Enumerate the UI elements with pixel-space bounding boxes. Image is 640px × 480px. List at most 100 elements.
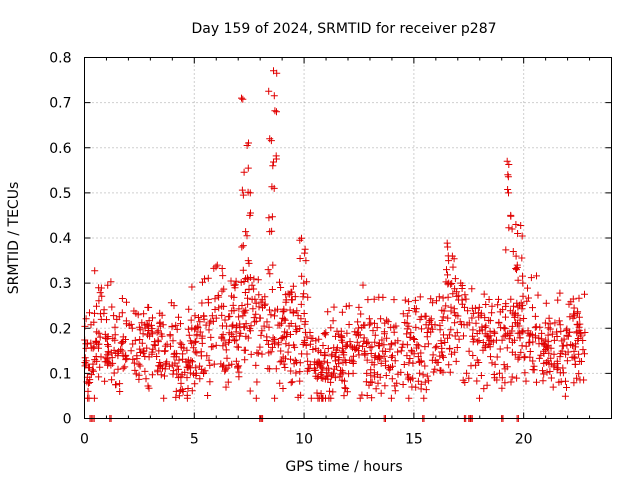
data-point: [439, 353, 447, 361]
data-point: [540, 350, 548, 357]
data-point: [288, 378, 296, 386]
data-point: [303, 367, 311, 375]
data-point: [506, 307, 514, 315]
data-point: [319, 342, 327, 349]
data-point: [193, 349, 201, 357]
data-point: [423, 372, 431, 380]
data-point: [136, 336, 144, 343]
data-point: [145, 353, 153, 361]
data-point: [534, 291, 542, 299]
data-point: [575, 370, 583, 378]
y-axis-label: SRMTID / TECUs: [6, 182, 22, 295]
data-point: [519, 272, 526, 280]
data-point: [411, 296, 419, 304]
data-point: [313, 389, 321, 397]
data-point: [277, 284, 285, 291]
data-point: [515, 353, 523, 361]
data-point: [482, 301, 490, 308]
data-point: [256, 343, 264, 351]
data-point: [343, 329, 351, 337]
data-point: [424, 324, 432, 332]
data-point: [172, 321, 180, 329]
axis-tick-labels: 0 0.1 0.2 0.3 0.4 0.5 0.6 0.7 0.8 0 5 10 15 20: [49, 51, 532, 448]
data-point: [154, 327, 162, 335]
data-point: [89, 360, 97, 368]
data-point: [502, 313, 509, 321]
data-point: [292, 369, 300, 377]
data-point: [337, 327, 345, 335]
data-point: [252, 361, 260, 369]
data-point: [274, 341, 282, 349]
data-point: [483, 381, 491, 389]
data-point: [363, 369, 371, 377]
data-point: [429, 299, 437, 307]
data-point: [98, 292, 106, 300]
data-point: [244, 300, 252, 308]
data-point: [509, 248, 517, 255]
data-point: [524, 327, 532, 335]
data-point: [491, 360, 499, 368]
data-point: [461, 291, 469, 299]
data-point: [269, 343, 276, 351]
data-point: [529, 357, 537, 365]
data-point: [512, 265, 520, 272]
data-point: [178, 340, 186, 348]
data-point: [438, 306, 446, 314]
data-point: [382, 372, 390, 379]
data-point: [315, 335, 323, 343]
data-point: [537, 351, 545, 359]
data-point: [544, 331, 552, 339]
data-point: [490, 328, 498, 336]
data-point: [153, 353, 161, 360]
data-point: [449, 290, 457, 298]
data-point: [505, 335, 513, 343]
data-point: [523, 297, 531, 305]
data-point: [144, 382, 152, 390]
data-point: [361, 321, 369, 329]
data-point: [505, 224, 513, 232]
data-point: [556, 369, 564, 377]
data-point: [175, 365, 182, 373]
data-point: [560, 335, 568, 343]
data-point: [416, 293, 424, 301]
data-point: [91, 356, 99, 364]
data-point: [525, 294, 532, 302]
data-point: [563, 357, 571, 365]
data-point: [455, 292, 463, 300]
data-point: [182, 358, 190, 366]
data-point: [415, 342, 423, 350]
data-point: [576, 320, 584, 328]
data-point: [122, 317, 130, 325]
data-point: [529, 366, 537, 373]
data-point: [302, 341, 310, 349]
data-point: [375, 352, 383, 360]
data-point: [576, 357, 584, 365]
data-point: [240, 168, 248, 176]
data-point: [293, 326, 301, 334]
data-point: [365, 315, 373, 323]
data-point: [445, 331, 453, 339]
data-point: [317, 390, 325, 398]
data-point: [301, 249, 309, 257]
data-point: [188, 324, 196, 332]
data-point: [244, 188, 252, 196]
data-point: [157, 371, 165, 379]
data-point: [405, 394, 413, 402]
data-point: [425, 377, 433, 385]
data-point: [222, 340, 230, 348]
data-point: [342, 302, 350, 310]
data-point: [511, 313, 519, 321]
x-tick-label: 15: [405, 432, 423, 448]
data-point: [581, 350, 588, 358]
data-point: [423, 333, 431, 341]
data-point: [170, 367, 178, 375]
plot-frame: [84, 57, 612, 419]
data-point: [571, 360, 579, 368]
data-point: [422, 386, 430, 394]
data-point: [273, 108, 280, 116]
data-point: [566, 328, 574, 336]
data-point: [500, 361, 508, 369]
data-point: [119, 333, 127, 341]
data-point: [441, 339, 449, 346]
data-point: [117, 346, 125, 354]
